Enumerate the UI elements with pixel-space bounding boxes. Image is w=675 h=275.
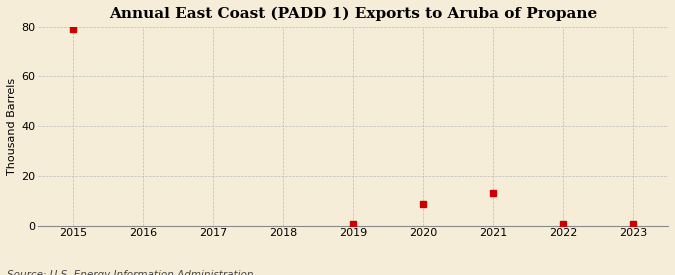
Y-axis label: Thousand Barrels: Thousand Barrels — [7, 78, 17, 175]
Title: Annual East Coast (PADD 1) Exports to Aruba of Propane: Annual East Coast (PADD 1) Exports to Ar… — [109, 7, 597, 21]
Text: Source: U.S. Energy Information Administration: Source: U.S. Energy Information Administ… — [7, 271, 253, 275]
